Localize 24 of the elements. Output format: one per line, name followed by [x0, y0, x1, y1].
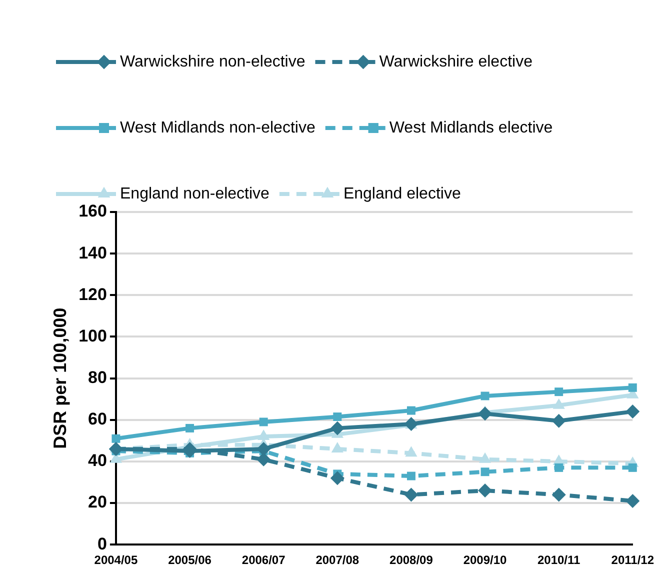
- y-tick-label: 120: [78, 284, 107, 304]
- x-tick-label: 2005/06: [168, 553, 212, 568]
- legend-label: Warwickshire non-elective: [120, 53, 306, 70]
- x-tick-label: 2007/08: [316, 553, 360, 568]
- x-tick-label: 2011/12: [611, 553, 654, 568]
- y-tick-label: 40: [88, 451, 107, 470]
- y-tick-label: 60: [88, 410, 107, 429]
- y-tick-label: 100: [78, 326, 107, 346]
- legend-label: West Midlands elective: [389, 119, 553, 136]
- y-axis-title: DSR per 100,000: [50, 308, 70, 449]
- x-tick-label: 2006/07: [242, 553, 286, 568]
- y-tick-label: 80: [88, 368, 107, 387]
- x-tick-label: 2009/10: [463, 553, 508, 568]
- x-tick-label: 2010/11: [537, 553, 581, 568]
- legend-label: West Midlands non-elective: [120, 119, 316, 136]
- legend-label: England non-elective: [120, 185, 270, 202]
- x-tick-label: 2008/09: [390, 553, 434, 568]
- x-tick-label: 2004/05: [94, 553, 138, 568]
- legend-label: England elective: [343, 185, 461, 202]
- y-tick-label: 160: [78, 202, 107, 221]
- y-tick-label: 0: [97, 534, 107, 554]
- y-tick-label: 20: [88, 492, 107, 512]
- legend-label: Warwickshire elective: [379, 53, 533, 70]
- y-tick-label: 140: [78, 243, 107, 262]
